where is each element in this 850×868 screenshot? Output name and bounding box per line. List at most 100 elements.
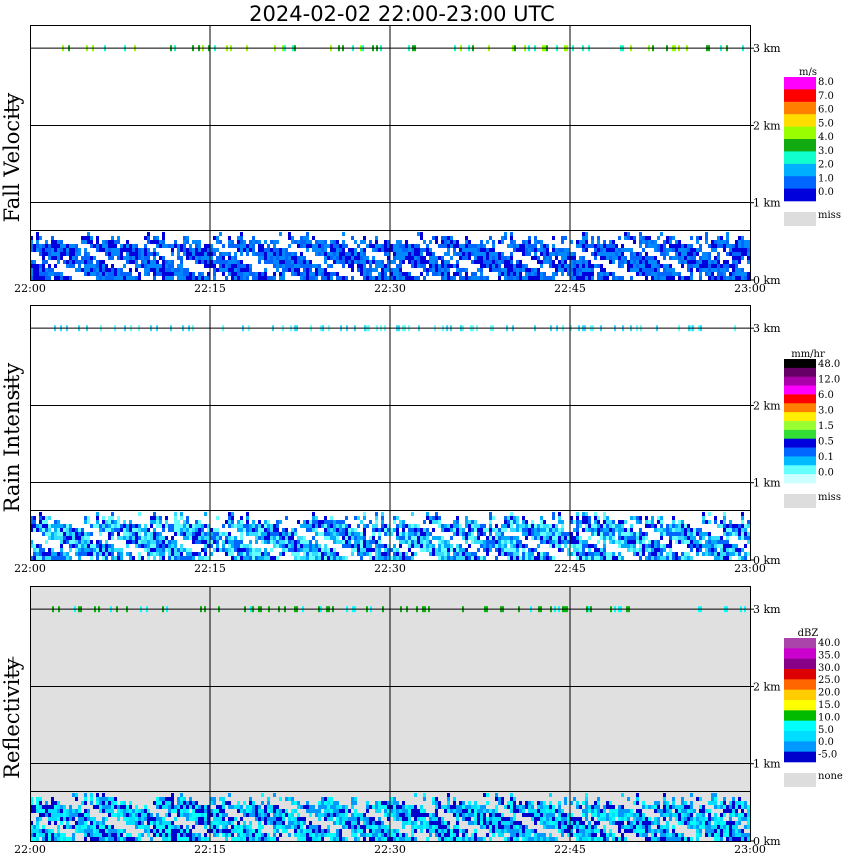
echo-cell: [588, 548, 591, 552]
echo-cell: [252, 809, 255, 813]
echo-cell: [408, 540, 411, 544]
echo-cell: [606, 256, 609, 260]
echo-cell: [462, 833, 465, 837]
echo-cell: [720, 520, 723, 524]
colorbar-label: 8.0: [818, 77, 834, 88]
echo-cell: [336, 833, 339, 837]
echo-cell: [294, 801, 297, 805]
echo-cell: [204, 532, 207, 536]
echo-cell: [519, 528, 522, 532]
echo-cell: [402, 540, 405, 544]
echo-cell: [225, 260, 228, 264]
echo-cell: [156, 821, 159, 825]
plot-frame: [30, 25, 751, 281]
echo-cell: [243, 548, 246, 552]
echo-cell: [42, 552, 45, 556]
echo-cell: [171, 248, 174, 252]
echo-cell: [111, 805, 114, 809]
echo-cell: [408, 809, 411, 813]
echo-cell: [273, 556, 276, 560]
echo-cell: [621, 532, 624, 536]
echo-cell: [213, 536, 216, 540]
echo-cell: [645, 268, 648, 272]
echo-cell: [189, 817, 192, 821]
echo-cell: [501, 260, 504, 264]
echo-cell: [345, 536, 348, 540]
echo-cell: [270, 540, 273, 544]
echo-cell: [393, 805, 396, 809]
echo-cell: [228, 524, 231, 528]
echo-cell: [360, 252, 363, 256]
echo-cell: [360, 817, 363, 821]
echo-cell: [291, 260, 294, 264]
echo-cell: [126, 240, 129, 244]
echo-cell: [153, 552, 156, 556]
echo-cell: [210, 260, 213, 264]
echo-cell: [285, 260, 288, 264]
echo-cell: [396, 532, 399, 536]
echo-cell: [474, 260, 477, 264]
echo-cell: [462, 528, 465, 532]
echo-cell: [324, 528, 327, 532]
echo-cell: [246, 556, 249, 560]
echo-cell: [708, 536, 711, 540]
echo-cell: [177, 837, 180, 841]
echo-cell: [51, 532, 54, 536]
echo-cell: [636, 260, 639, 264]
echo-cell: [198, 252, 201, 256]
echo-cell: [228, 236, 231, 240]
echo-cell: [696, 540, 699, 544]
echo-cell: [360, 520, 363, 524]
echo-cell: [42, 825, 45, 829]
echo-cell: [264, 252, 267, 256]
echo-cell: [588, 524, 591, 528]
echo-cell: [30, 833, 33, 837]
echo-cell: [132, 256, 135, 260]
echo-cell: [213, 813, 216, 817]
echo-cell: [558, 536, 561, 540]
echo-cell: [42, 556, 45, 560]
echo-cell: [405, 837, 408, 841]
height-tick-label: 2 km: [753, 119, 781, 132]
echo-cell: [177, 825, 180, 829]
echo-cell: [105, 544, 108, 548]
echo-cell: [603, 256, 606, 260]
echo-cell: [318, 805, 321, 809]
echo-cell: [720, 236, 723, 240]
echo-cell: [276, 556, 279, 560]
echo-cell: [63, 833, 66, 837]
echo-cell: [444, 244, 447, 248]
panel-ylabel: Fall Velocity: [0, 93, 24, 223]
echo-cell: [381, 805, 384, 809]
echo-cell: [222, 256, 225, 260]
echo-cell: [291, 797, 294, 801]
echo-cell: [228, 805, 231, 809]
echo-cell: [75, 548, 78, 552]
echo-cell: [372, 244, 375, 248]
echo-cell: [396, 248, 399, 252]
echo-cell: [606, 248, 609, 252]
echo-cell: [678, 248, 681, 252]
echo-cell: [57, 532, 60, 536]
echo-cell: [30, 264, 33, 268]
echo-cell: [318, 240, 321, 244]
echo-cell: [540, 260, 543, 264]
echo-cell: [126, 813, 129, 817]
echo-cell: [606, 524, 609, 528]
echo-cell: [147, 809, 150, 813]
echo-cell: [303, 264, 306, 268]
echo-cell: [276, 829, 279, 833]
echo-cell: [183, 829, 186, 833]
echo-cell: [231, 512, 234, 516]
echo-cell: [468, 817, 471, 821]
echo-cell: [441, 805, 444, 809]
echo-cell: [168, 528, 171, 532]
echo-cell: [270, 260, 273, 264]
echo-cell: [654, 544, 657, 548]
echo-cell: [129, 540, 132, 544]
echo-cell: [132, 536, 135, 540]
echo-cell: [609, 248, 612, 252]
echo-cell: [36, 268, 39, 272]
echo-cell: [153, 256, 156, 260]
echo-cell: [633, 252, 636, 256]
